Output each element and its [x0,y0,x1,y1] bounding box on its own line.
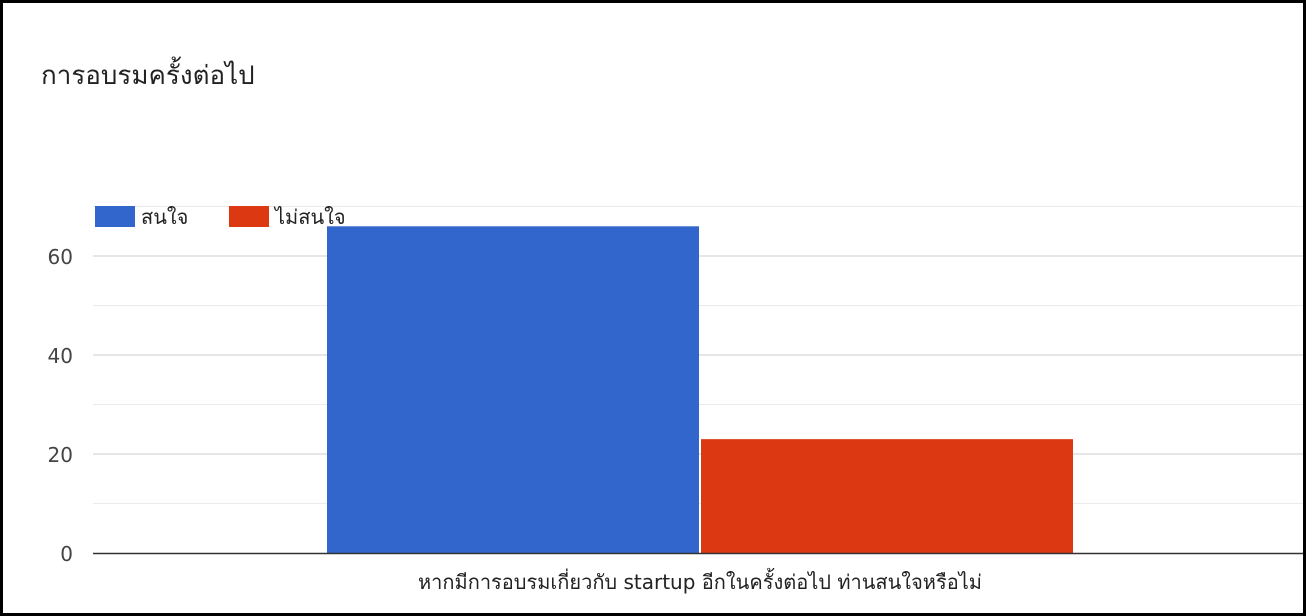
y-tick-label: 40 [48,344,73,368]
legend-label-not-interested: ไม่สนใจ [273,205,346,229]
chart-card: การอบรมครั้งต่อไป 0 20 40 60 หากมีการอบรมเกี… [3,3,1303,613]
bar-not-interested [701,439,1073,553]
chart-title: การอบรมครั้งต่อไป [41,61,255,91]
x-category-label: หากมีการอบรมเกี่ยวกับ startup อีกในครั้ง… [418,568,982,594]
y-tick-label: 0 [60,542,73,566]
legend-swatch-not-interested [229,206,269,227]
bar-chart: 0 20 40 60 หากมีการอบรมเกี่ยวกับ startup อีก… [48,205,1303,594]
legend-label-interested: สนใจ [141,205,188,229]
y-tick-label: 20 [48,443,73,467]
legend-swatch-interested [95,206,135,227]
y-tick-label: 60 [48,245,73,269]
bar-interested [327,226,699,554]
